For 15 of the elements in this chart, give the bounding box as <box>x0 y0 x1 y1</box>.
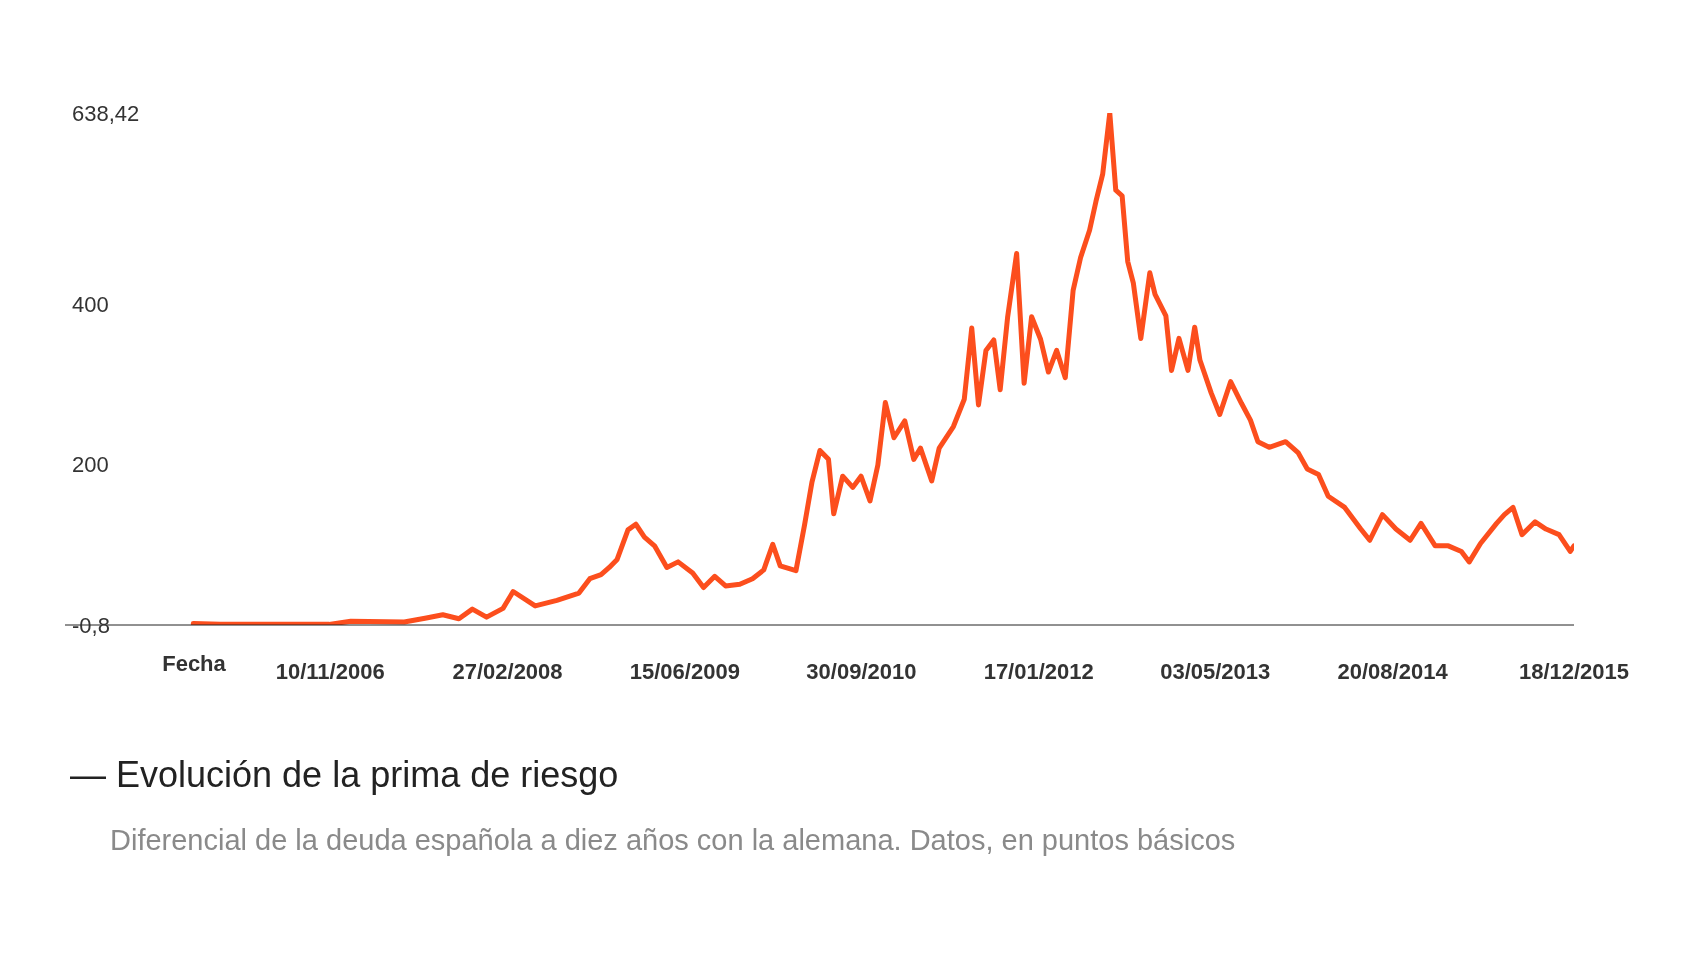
y-tick-label: -0,8 <box>72 613 110 638</box>
x-tick-label: 03/05/2013 <box>1160 659 1271 684</box>
x-tick-label: 30/09/2010 <box>806 659 917 684</box>
x-tick-label: 17/01/2012 <box>983 659 1094 684</box>
x-tick-label: 27/02/2008 <box>452 659 563 684</box>
x-tick-label: 10/11/2006 <box>275 659 385 684</box>
text: — Evolución de la prima de riesgo <box>70 754 620 796</box>
text: Diferencial de la deuda española a diez años con la alemana. Datos, en puntos básicos <box>110 824 1237 857</box>
x-tick-label: 18/12/2015 <box>1518 659 1630 684</box>
y-tick-label: 400 <box>72 291 109 317</box>
x-tick-label: 20/08/2014 <box>1337 659 1449 684</box>
x-tick-label: 15/06/2009 <box>629 659 740 684</box>
x-axis-title: Fecha <box>162 651 227 676</box>
y-tick-label: 638,42 <box>72 101 140 126</box>
y-tick-label: 200 <box>72 452 109 478</box>
